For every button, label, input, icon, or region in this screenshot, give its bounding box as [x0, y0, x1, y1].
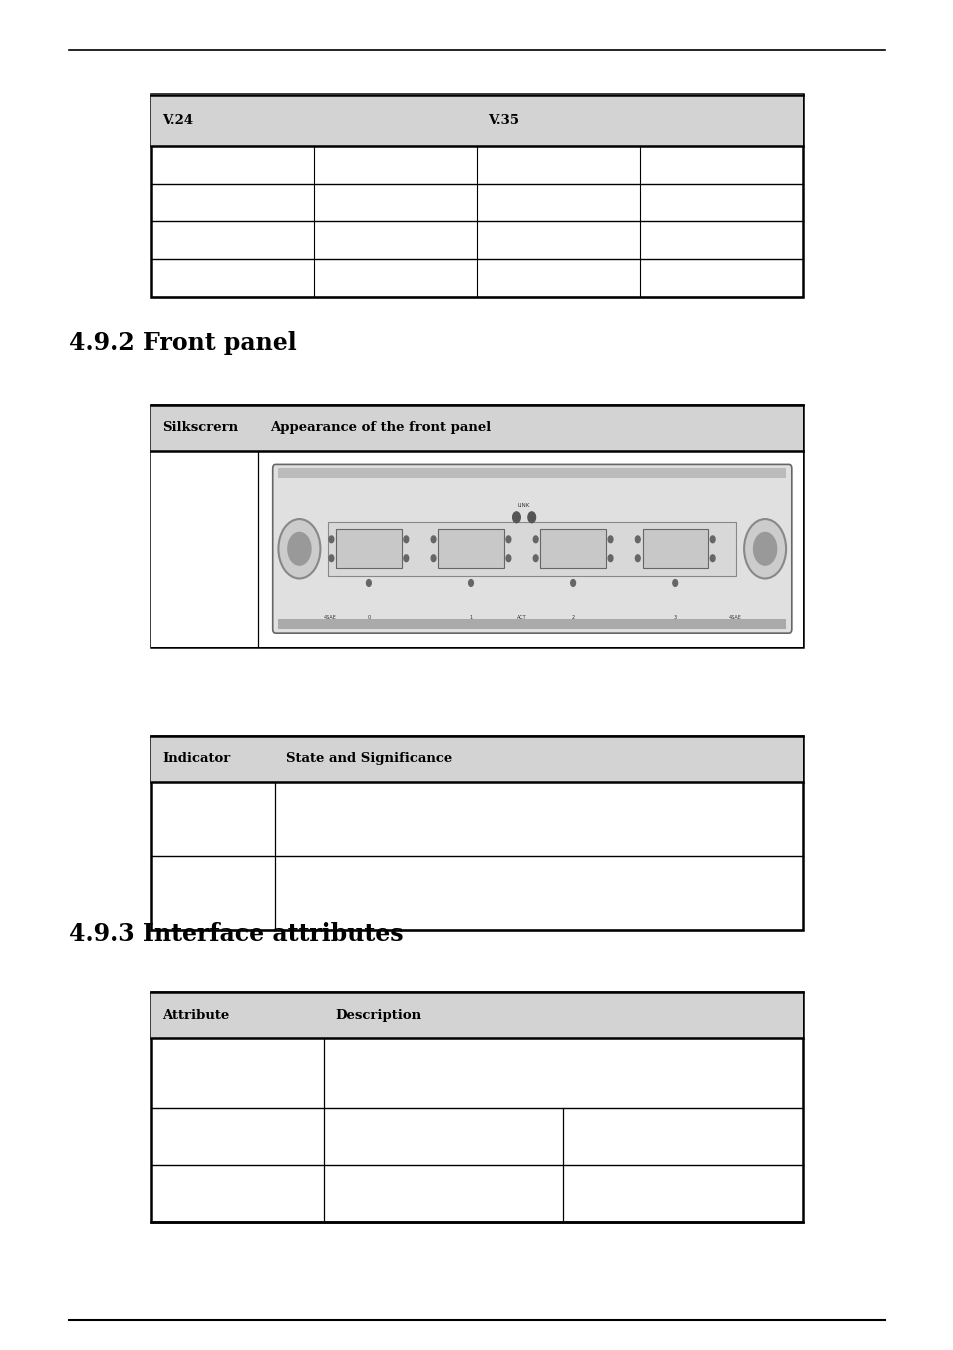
Circle shape [710, 536, 715, 543]
Circle shape [403, 536, 408, 543]
Text: 4.9.3 Interface attributes: 4.9.3 Interface attributes [69, 922, 403, 946]
Bar [151, 95, 802, 146]
Bar [278, 468, 785, 478]
Circle shape [533, 536, 537, 543]
Circle shape [329, 536, 334, 543]
Text: LINK: LINK [517, 502, 530, 508]
Text: Silkscrern: Silkscrern [162, 421, 238, 435]
Circle shape [607, 536, 612, 543]
Bar [151, 405, 802, 647]
Text: Appearance of the front panel: Appearance of the front panel [270, 421, 491, 435]
Text: V.35: V.35 [488, 113, 518, 127]
Text: Indicator: Indicator [162, 752, 231, 765]
Circle shape [468, 579, 473, 586]
Text: Attribute: Attribute [162, 1008, 229, 1022]
Bar [328, 522, 736, 575]
Text: Description: Description [335, 1008, 421, 1022]
Circle shape [570, 579, 575, 586]
Bar [539, 529, 605, 568]
Bar [437, 529, 503, 568]
Circle shape [505, 555, 510, 562]
Bar [642, 529, 707, 568]
Text: 4SAE: 4SAE [728, 616, 740, 620]
Text: 0: 0 [367, 616, 370, 620]
Circle shape [672, 579, 677, 586]
Text: State and Significance: State and Significance [286, 752, 452, 765]
Bar [151, 992, 802, 1038]
Bar [151, 736, 802, 782]
Circle shape [743, 518, 785, 579]
Circle shape [710, 555, 715, 562]
Circle shape [431, 536, 436, 543]
Bar [278, 620, 785, 629]
Text: 2: 2 [571, 616, 574, 620]
Circle shape [533, 555, 537, 562]
Circle shape [403, 555, 408, 562]
Circle shape [753, 532, 776, 566]
Text: V.24: V.24 [162, 113, 193, 127]
Circle shape [431, 555, 436, 562]
Circle shape [607, 555, 612, 562]
FancyBboxPatch shape [273, 464, 791, 633]
Bar [151, 992, 802, 1222]
Circle shape [527, 512, 535, 522]
Text: 4SAE: 4SAE [323, 616, 335, 620]
Circle shape [329, 555, 334, 562]
Circle shape [505, 536, 510, 543]
Text: 1: 1 [469, 616, 472, 620]
Bar [151, 405, 802, 451]
Circle shape [366, 579, 371, 586]
Circle shape [635, 555, 639, 562]
Text: ACT: ACT [517, 616, 526, 620]
Circle shape [278, 518, 320, 579]
Text: 3: 3 [673, 616, 676, 620]
Circle shape [635, 536, 639, 543]
Bar [151, 95, 802, 297]
Bar [151, 451, 802, 647]
Text: 4.9.2 Front panel: 4.9.2 Front panel [69, 331, 296, 355]
Circle shape [512, 512, 519, 522]
Bar [335, 529, 401, 568]
Circle shape [288, 532, 311, 566]
Bar [151, 736, 802, 930]
